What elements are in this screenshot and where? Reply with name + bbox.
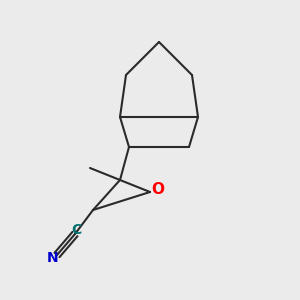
Text: O: O bbox=[151, 182, 164, 196]
Text: N: N bbox=[47, 251, 58, 265]
Text: C: C bbox=[71, 223, 82, 236]
